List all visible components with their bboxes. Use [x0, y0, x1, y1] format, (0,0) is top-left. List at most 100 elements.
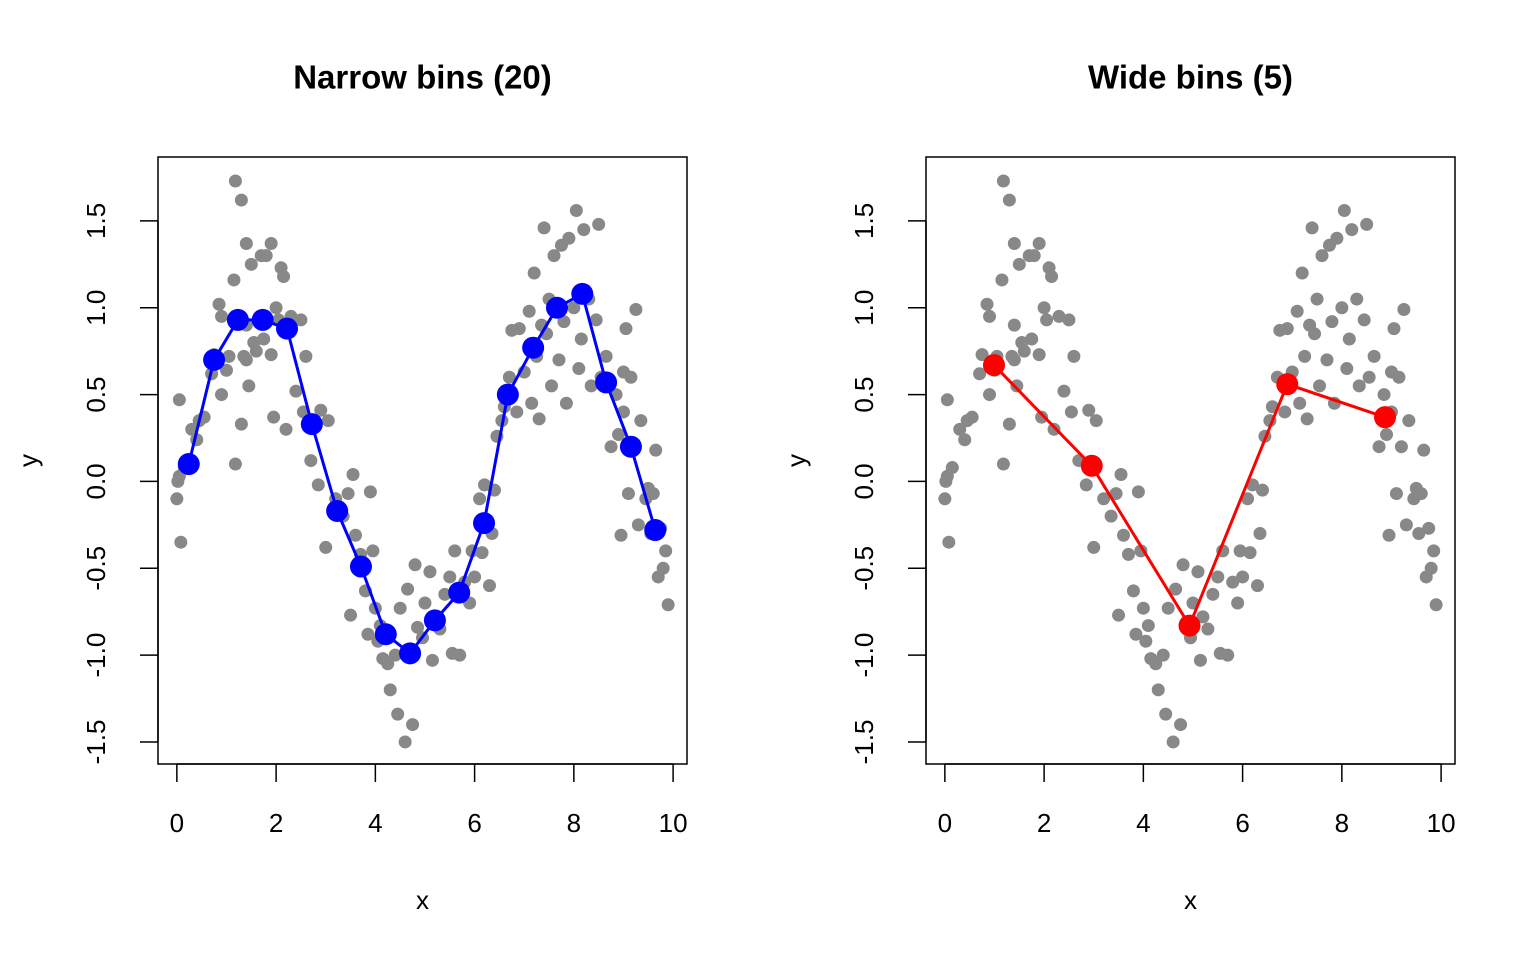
scatter-point — [244, 257, 258, 271]
scatter-point — [311, 478, 325, 492]
scatter-point — [1067, 349, 1081, 363]
scatter-point — [980, 297, 994, 311]
panel: Narrow bins (20) 0 2 4 6 8 10 -1.5 -1.0 -0.5 0.0 0.… — [13, 59, 688, 915]
scatter-point — [973, 367, 987, 381]
scatter-point — [567, 301, 581, 315]
scatter-point — [304, 454, 318, 468]
scatter-point — [1310, 292, 1324, 306]
bin-point — [177, 453, 200, 476]
bin-point — [423, 609, 446, 632]
scatter-point — [1357, 313, 1371, 327]
scatter-point — [239, 236, 253, 250]
scatter-point — [1082, 403, 1096, 417]
scatter-point — [228, 457, 242, 471]
y-tick-label: 0.0 — [81, 463, 111, 499]
scatter-point — [572, 362, 586, 376]
scatter-point — [1253, 527, 1267, 541]
x-tick-label: 8 — [1335, 808, 1349, 838]
scatter-point — [1035, 410, 1049, 424]
scatter-point — [1117, 528, 1131, 542]
scatter-point — [659, 544, 673, 558]
scatter-point — [1012, 257, 1026, 271]
scatter-point — [475, 546, 489, 560]
chart-title: Narrow bins (20) — [293, 59, 552, 96]
scatter-point — [502, 370, 516, 384]
scatter-point — [646, 487, 660, 501]
scatter-point — [1087, 540, 1101, 554]
scatter-point — [346, 467, 360, 481]
scatter-point — [965, 410, 979, 424]
scatter-point — [661, 598, 675, 612]
scatter-point — [1104, 509, 1118, 523]
scatter-point — [527, 266, 541, 280]
scatter-point — [1174, 718, 1188, 732]
scatter-point — [983, 388, 997, 402]
scatter-point — [1315, 249, 1329, 263]
bin-point — [203, 348, 226, 371]
scatter-point — [1156, 648, 1170, 662]
scatter-point — [525, 396, 539, 410]
scatter-point — [1025, 332, 1039, 346]
scatter-point — [174, 535, 188, 549]
scatter-point — [656, 561, 670, 575]
scatter-point — [468, 570, 482, 584]
scatter-point — [408, 558, 422, 572]
scatter-point — [1313, 379, 1327, 393]
scatter-point — [1176, 558, 1190, 572]
scatter-point — [381, 657, 395, 671]
x-tick-label: 10 — [1427, 808, 1456, 838]
scatter-point — [584, 379, 598, 393]
scatter-point — [1089, 414, 1103, 428]
y-tick-label: 1.0 — [81, 290, 111, 326]
scatter-point — [341, 487, 355, 501]
scatter-point — [1305, 221, 1319, 235]
y-tick-label: 1.5 — [81, 203, 111, 239]
bin-point — [226, 308, 249, 331]
scatter-point — [1027, 249, 1041, 263]
scatter-point — [1280, 322, 1294, 336]
scatter-point — [1337, 203, 1351, 217]
scatter-point — [1278, 405, 1292, 419]
scatter-point — [1047, 422, 1061, 436]
scatter-point — [1233, 544, 1247, 558]
bin-point — [276, 317, 299, 340]
bin-point — [496, 383, 519, 406]
scatter-point — [401, 582, 415, 596]
panel: Wide bins (5) 0 2 4 6 8 10 -1.5 -1.0 -0.5 0.0 0.5 1.… — [781, 59, 1456, 915]
scatter-point — [1191, 565, 1205, 579]
scatter-point — [983, 309, 997, 323]
scatter-point — [532, 412, 546, 426]
scatter-point — [234, 193, 248, 207]
scatter-point — [537, 221, 551, 235]
scatter-point — [1422, 521, 1436, 535]
scatter-point — [522, 304, 536, 318]
bin-point — [448, 581, 471, 604]
scatter-point — [1037, 301, 1051, 315]
bin-line — [992, 364, 1386, 629]
scatter-point — [172, 393, 186, 407]
y-tick-label: -1.5 — [849, 720, 879, 765]
scatter-point — [619, 322, 633, 336]
scatter-point — [1002, 417, 1016, 431]
scatter-point — [940, 393, 954, 407]
scatter-point — [1010, 379, 1024, 393]
scatter-point — [1243, 546, 1257, 560]
scatter-point — [1109, 487, 1123, 501]
scatter-point — [411, 620, 425, 634]
scatter-point — [264, 348, 278, 362]
scatter-point — [510, 405, 524, 419]
scatter-point — [215, 388, 229, 402]
scatter-point — [1221, 648, 1235, 662]
scatter-point — [631, 518, 645, 532]
y-tick-label: -0.5 — [849, 546, 879, 591]
scatter-point — [453, 648, 467, 662]
scatter-point — [473, 492, 487, 506]
scatter-point — [1121, 547, 1135, 561]
scatter-point — [1350, 292, 1364, 306]
scatter-point — [349, 528, 363, 542]
scatter-point — [552, 353, 566, 367]
scatter-point — [239, 353, 253, 367]
scatter-point — [1236, 570, 1250, 584]
scatter-point — [1384, 365, 1398, 379]
scatter-point — [1136, 601, 1150, 615]
